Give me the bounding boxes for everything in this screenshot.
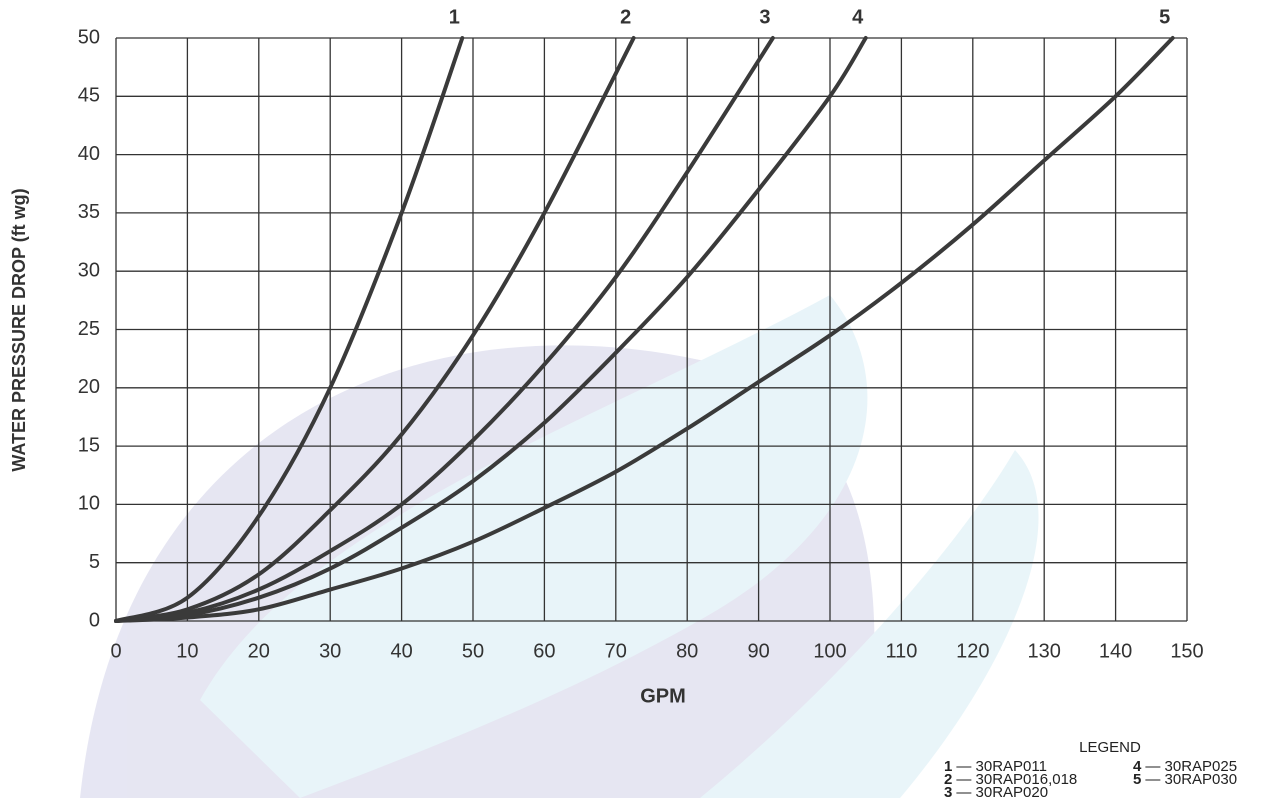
y-tick-label: 20 (78, 376, 100, 398)
x-tick-label: 90 (747, 640, 769, 662)
x-tick-label: 60 (533, 640, 555, 662)
y-tick-label: 35 (78, 201, 100, 223)
series-label: 2 (620, 6, 631, 28)
legend-label: — 30RAP016,018 (956, 771, 1077, 788)
x-tick-label: 50 (462, 640, 484, 662)
legend-label: — 30RAP011 (956, 758, 1047, 775)
x-tick-label: 20 (248, 640, 270, 662)
legend-key: 2 (944, 771, 952, 788)
legend-entry: 1— 30RAP011 (944, 758, 1047, 775)
x-tick-label: 130 (1028, 640, 1061, 662)
legend-key: 1 (944, 758, 952, 775)
x-tick-label: 10 (176, 640, 198, 662)
y-tick-label: 50 (78, 26, 100, 48)
x-tick-label: 80 (676, 640, 698, 662)
y-tick-label: 25 (78, 318, 100, 340)
x-tick-label: 140 (1099, 640, 1132, 662)
y-tick-label: 30 (78, 259, 100, 281)
x-tick-label: 40 (390, 640, 412, 662)
series-line (114, 36, 868, 623)
y-axis-label: WATER PRESSURE DROP (ft wg) (9, 188, 29, 471)
y-tick-label: 10 (78, 493, 100, 515)
x-tick-label: 70 (605, 640, 627, 662)
y-tick-label: 15 (78, 434, 100, 456)
series-line (114, 36, 465, 623)
series-line (114, 36, 775, 623)
series-label: 4 (852, 6, 864, 28)
y-tick-label: 0 (89, 609, 100, 631)
x-tick-label: 30 (319, 640, 341, 662)
legend-key: 4 (1133, 758, 1142, 775)
y-tick-label: 40 (78, 143, 100, 165)
legend-entry: 3 — 30RAP020 (944, 784, 1048, 798)
x-tick-label: 110 (885, 640, 917, 662)
legend-label: — 30RAP030 (1145, 771, 1237, 788)
legend-key: 3 (944, 784, 952, 798)
legend-label: — 30RAP025 (1145, 758, 1237, 775)
legend-entry: 5— 30RAP030 (1133, 771, 1237, 788)
y-tick-label: 45 (78, 85, 100, 107)
series-line (114, 36, 636, 623)
y-tick-label: 5 (89, 551, 100, 573)
series-label: 5 (1159, 6, 1170, 28)
legend-key: 5 (1133, 771, 1141, 788)
x-tick-label: 100 (813, 640, 846, 662)
x-tick-label: 0 (110, 640, 121, 662)
legend-title: LEGEND (1079, 739, 1141, 756)
series-label: 1 (449, 6, 460, 28)
series-label: 3 (759, 6, 770, 28)
legend-label: — 30RAP020 (956, 784, 1048, 798)
x-tick-label: 150 (1170, 640, 1203, 662)
watermark (80, 295, 1039, 798)
legend-entry: 2— 30RAP016,018 (944, 771, 1077, 788)
legend-entry: 4— 30RAP025 (1133, 758, 1237, 775)
series-line (114, 36, 1175, 623)
x-axis-label: GPM (640, 685, 686, 707)
x-tick-label: 120 (956, 640, 989, 662)
